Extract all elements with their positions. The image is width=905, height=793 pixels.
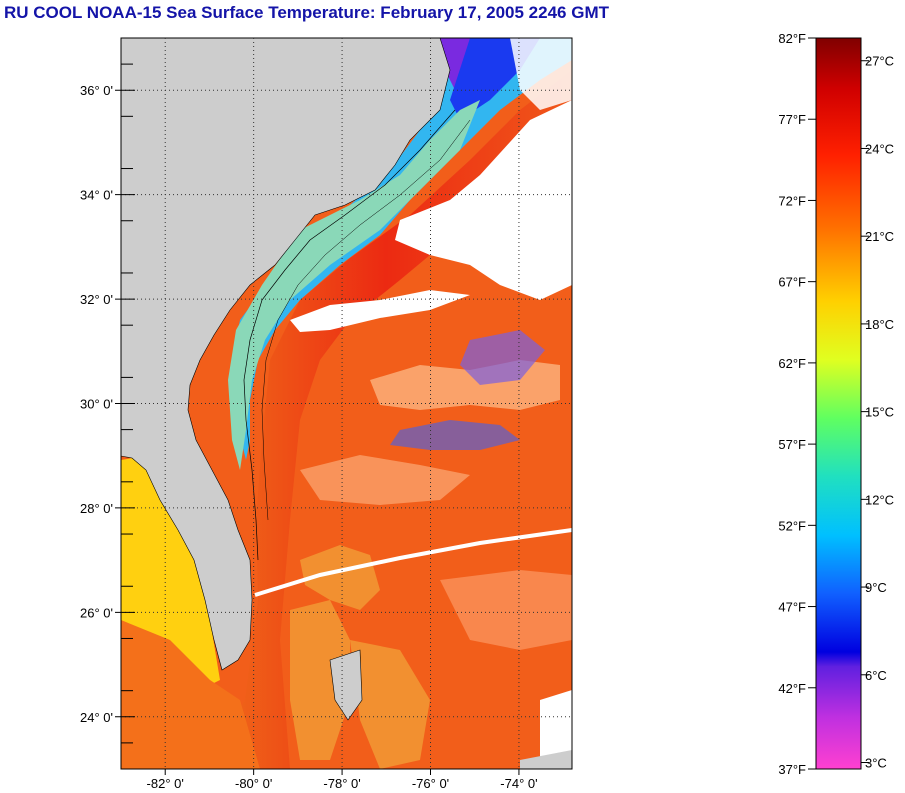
- lat-tick-label: 36° 0': [80, 83, 113, 98]
- colorbar-f-label: 62°F: [778, 356, 806, 371]
- lat-tick-label: 26° 0': [80, 605, 113, 620]
- lon-tick-label: -80° 0': [235, 776, 272, 791]
- colorbar-f-label: 67°F: [778, 275, 806, 290]
- colorbar-c-label: 6°C: [865, 668, 887, 683]
- bahamas-bank-2: [290, 600, 350, 760]
- cuba-land: [329, 649, 363, 721]
- colorbar-gradient: [815, 37, 862, 770]
- colorbar-c-label: 15°C: [865, 405, 894, 420]
- lon-tick-label: -74° 0': [500, 776, 537, 791]
- colorbar-f-label: 72°F: [778, 193, 806, 208]
- cold-speckle-1: [460, 330, 545, 385]
- lat-tick-label: 24° 0': [80, 710, 113, 725]
- chart-title: RU COOL NOAA-15 Sea Surface Temperature:…: [4, 3, 609, 22]
- cloud-patch-5: [300, 455, 470, 505]
- lat-tick-label: 34° 0': [80, 188, 113, 203]
- cold-speckle-2: [390, 420, 520, 450]
- lat-tick-label: 32° 0': [80, 292, 113, 307]
- colorbar-c-label: 21°C: [865, 229, 894, 244]
- colorbar-c-label: 27°C: [865, 54, 894, 69]
- colorbar-celsius-labels: 27°C 24°C 21°C 18°C 15°C 12°C 9°C 6°C 3°C: [861, 54, 894, 771]
- lon-tick-label: -82° 0': [147, 776, 184, 791]
- map-axes: 36° 0' 34° 0' 32° 0' 30° 0' 28° 0' 26° 0' 24° …: [80, 63, 538, 791]
- bahamas-island: [520, 750, 572, 769]
- scan-gap-line: [254, 528, 572, 597]
- colorbar-f-label: 82°F: [778, 31, 806, 46]
- bahamas-bank-1: [300, 545, 380, 610]
- map-panel: 36° 0' 34° 0' 32° 0' 30° 0' 28° 0' 26° 0' 24° …: [80, 37, 573, 791]
- cloud-patch-7: [540, 690, 572, 769]
- cloud-patch-3: [510, 38, 572, 110]
- colorbar: 82°F 77°F 72°F 67°F 62°F 57°F 52°F 47°F 42°F 37°F…: [778, 31, 894, 777]
- lat-tick-label: 28° 0': [80, 501, 113, 516]
- cloud-patch-6: [440, 570, 572, 650]
- colorbar-c-label: 18°C: [865, 317, 894, 332]
- lon-tick-label: -78° 0': [323, 776, 360, 791]
- colorbar-f-label: 57°F: [778, 437, 806, 452]
- gulf-of-mexico-warm: [121, 620, 260, 769]
- colorbar-c-label: 9°C: [865, 580, 887, 595]
- lat-tick-label: 30° 0': [80, 397, 113, 412]
- colorbar-f-label: 42°F: [778, 681, 806, 696]
- colorbar-fahrenheit-labels: 82°F 77°F 72°F 67°F 62°F 57°F 52°F 47°F 42°F 37°F: [778, 31, 816, 777]
- lon-tick-label: -76° 0': [412, 776, 449, 791]
- colorbar-f-label: 37°F: [778, 762, 806, 777]
- colorbar-f-label: 77°F: [778, 112, 806, 127]
- shelf-water: [228, 100, 480, 470]
- us-land: [121, 38, 451, 671]
- cloud-patch-1: [395, 100, 572, 300]
- colorbar-c-label: 24°C: [865, 141, 894, 156]
- colorbar-f-label: 47°F: [778, 600, 806, 615]
- cloud-patch-2: [290, 290, 470, 332]
- colorbar-f-label: 52°F: [778, 518, 806, 533]
- bahamas-bank-3: [350, 640, 430, 769]
- contour-1000m: [261, 119, 471, 521]
- colorbar-c-label: 3°C: [865, 756, 887, 771]
- contour-200m: [243, 109, 456, 561]
- colorbar-c-label: 12°C: [865, 492, 894, 507]
